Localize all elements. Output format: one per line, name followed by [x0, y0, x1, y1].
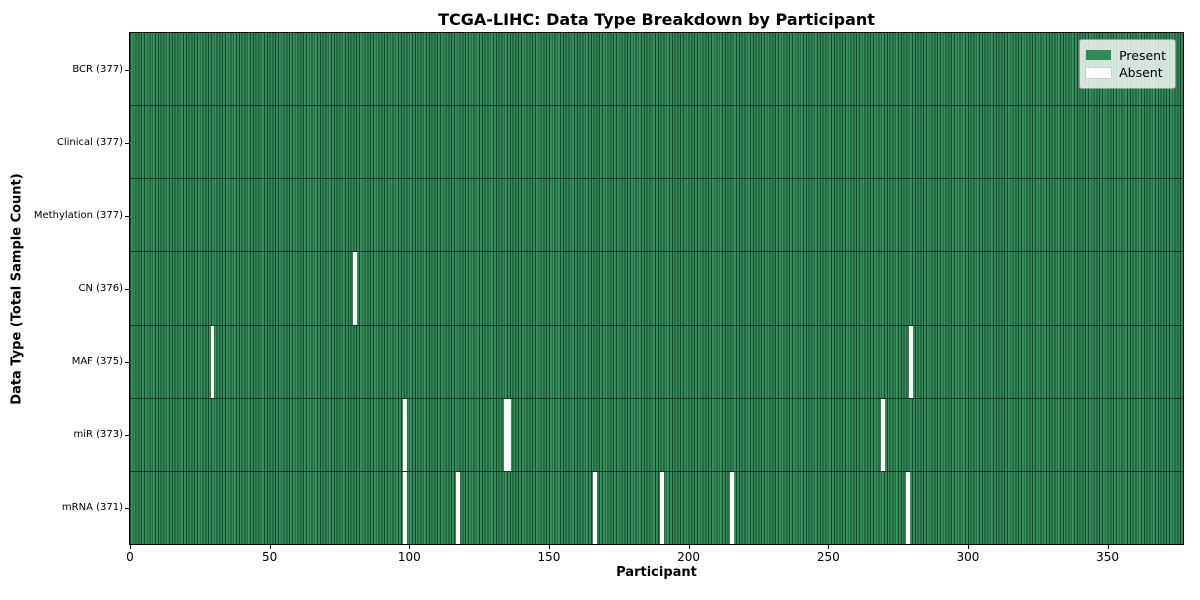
x-tick-label-150: 150 — [537, 550, 561, 564]
y-tick-mark — [125, 288, 129, 290]
y-tick-label-Clinical: Clinical (377) — [56, 137, 123, 148]
heatmap-row-BCR — [130, 33, 1183, 107]
absent-cell-mRNA-117 — [456, 471, 461, 544]
legend: Present Absent — [1079, 39, 1176, 89]
y-tick-label-BCR: BCR (377) — [72, 64, 123, 75]
absent-cell-MAF-279 — [908, 325, 913, 398]
y-tick-label-MAF: MAF (375) — [71, 356, 123, 367]
x-tick-label-100: 100 — [397, 550, 421, 564]
x-tick-label-300: 300 — [956, 550, 980, 564]
x-tick-mark — [130, 545, 131, 549]
x-tick-mark — [828, 545, 830, 549]
absent-cell-miR-134 — [503, 398, 508, 471]
legend-entry-present: Present — [1086, 48, 1166, 63]
absent-cell-mRNA-166 — [593, 471, 598, 544]
legend-entry-absent: Absent — [1086, 65, 1166, 80]
x-tick-mark — [409, 545, 411, 549]
chart-title: TCGA-LIHC: Data Type Breakdown by Partic… — [438, 10, 875, 29]
heatmap-row-Methylation — [130, 179, 1183, 253]
y-tick-label-Methylation: Methylation (377) — [33, 210, 123, 221]
heatmap-row-CN — [130, 252, 1183, 326]
x-tick-label-0: 0 — [126, 550, 134, 564]
legend-label-present: Present — [1119, 47, 1166, 63]
y-tick-mark — [125, 434, 129, 436]
y-tick-label-mRNA: mRNA (371) — [61, 502, 123, 513]
x-tick-label-250: 250 — [816, 550, 840, 564]
plot-area: Present Absent — [129, 32, 1184, 545]
absent-cell-miR-98 — [403, 398, 408, 471]
y-tick-mark — [125, 215, 129, 217]
x-tick-mark — [967, 545, 969, 549]
x-tick-mark — [548, 545, 550, 549]
x-tick-mark — [269, 545, 271, 549]
heatmap-row-MAF — [130, 325, 1183, 399]
y-tick-mark — [125, 361, 129, 363]
x-tick-label-50: 50 — [262, 550, 278, 564]
x-tick-mark — [688, 545, 690, 549]
absent-cell-CN-80 — [352, 252, 357, 325]
y-tick-mark — [125, 69, 129, 71]
x-tick-label-200: 200 — [677, 550, 701, 564]
heatmap-row-Clinical — [130, 106, 1183, 180]
y-tick-mark — [125, 507, 129, 509]
y-tick-label-miR: miR (373) — [73, 429, 123, 440]
absent-cell-mRNA-98 — [403, 471, 408, 544]
absent-cell-mRNA-215 — [730, 471, 734, 544]
y-tick-mark — [125, 142, 129, 144]
absent-cell-mRNA-190 — [660, 471, 665, 544]
legend-swatch-absent-icon — [1086, 67, 1112, 78]
absent-cell-mRNA-278 — [905, 471, 910, 544]
absent-cell-miR-269 — [880, 398, 885, 471]
x-tick-label-350: 350 — [1096, 550, 1120, 564]
y-tick-label-CN: CN (376) — [78, 283, 123, 294]
heatmap-row-mRNA — [130, 471, 1183, 544]
legend-swatch-present-icon — [1086, 50, 1112, 60]
x-tick-mark — [1107, 545, 1109, 549]
heatmap-row-miR — [130, 398, 1183, 472]
absent-cell-MAF-29 — [210, 325, 215, 398]
x-axis-label: Participant — [616, 565, 697, 580]
heatmap-rows — [130, 33, 1183, 544]
legend-label-absent: Absent — [1119, 65, 1163, 80]
absent-cell-miR-135 — [506, 398, 511, 471]
